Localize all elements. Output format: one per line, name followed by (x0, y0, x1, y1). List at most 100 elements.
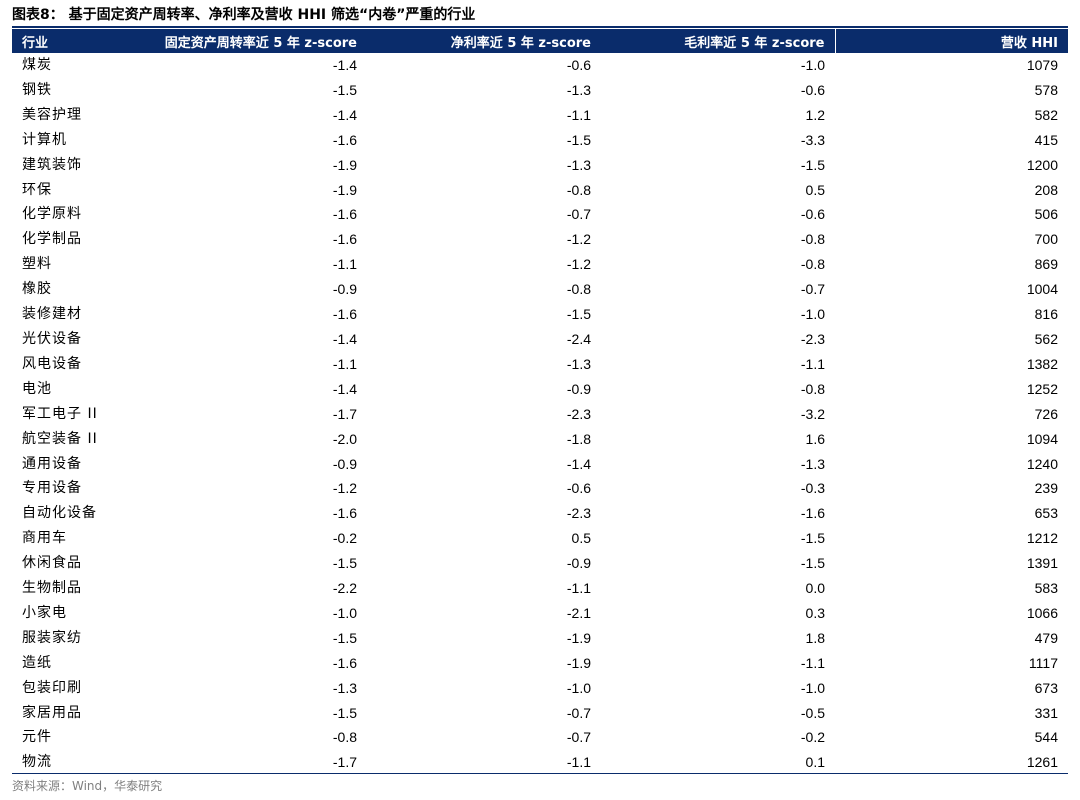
industry-cell: 光伏设备 (22, 330, 82, 347)
net-margin-cell: -0.7 (566, 704, 591, 721)
revenue-hhi-cell: 1004 (1026, 281, 1058, 298)
revenue-hhi-cell: 582 (1034, 106, 1058, 123)
table-row: 包装印刷 -1.3 -1.0 -1.0 673 (12, 676, 1068, 701)
table-row: 煤炭 -1.4 -0.6 -1.0 1079 (12, 53, 1068, 78)
net-margin-cell: -0.6 (566, 480, 591, 497)
industry-cell: 风电设备 (22, 355, 82, 372)
gross-margin-cell: -1.1 (800, 654, 825, 671)
industry-cell: 化学制品 (22, 231, 82, 248)
gross-margin-cell: -0.2 (800, 729, 825, 746)
revenue-hhi-cell: 726 (1034, 405, 1058, 422)
industry-cell: 物流 (22, 754, 52, 771)
industry-cell: 建筑装饰 (22, 156, 82, 173)
gross-margin-cell: -1.1 (800, 355, 825, 372)
table-row: 化学原料 -1.6 -0.7 -0.6 506 (12, 202, 1068, 227)
industry-cell: 塑料 (22, 256, 52, 273)
fixed-asset-turnover-cell: -1.6 (332, 131, 357, 148)
net-margin-cell: -0.8 (566, 281, 591, 298)
table-row: 航空装备 II -2.0 -1.8 1.6 1094 (12, 427, 1068, 452)
revenue-hhi-cell: 869 (1034, 256, 1058, 273)
revenue-hhi-cell: 1066 (1026, 604, 1058, 621)
table-row: 休闲食品 -1.5 -0.9 -1.5 1391 (12, 551, 1068, 576)
table-row: 生物制品 -2.2 -1.1 0.0 583 (12, 576, 1068, 601)
net-margin-cell: -1.4 (566, 455, 591, 472)
revenue-hhi-cell: 1382 (1026, 355, 1058, 372)
header-fixed-asset-turnover: 固定资产周转率近 5 年 z-score (132, 29, 367, 53)
table-row: 美容护理 -1.4 -1.1 1.2 582 (12, 103, 1068, 128)
table-header-row: 行业 固定资产周转率近 5 年 z-score 净利率近 5 年 z-score… (12, 29, 1068, 53)
table-row: 小家电 -1.0 -2.1 0.3 1066 (12, 601, 1068, 626)
table-row: 自动化设备 -1.6 -2.3 -1.6 653 (12, 501, 1068, 526)
revenue-hhi-cell: 1117 (1028, 654, 1058, 671)
revenue-hhi-cell: 239 (1034, 480, 1058, 497)
gross-margin-cell: 1.6 (805, 430, 825, 447)
table-row: 电池 -1.4 -0.9 -0.8 1252 (12, 377, 1068, 402)
industry-cell: 美容护理 (22, 106, 82, 123)
industry-cell: 钢铁 (22, 81, 52, 98)
industry-cell: 通用设备 (22, 455, 82, 472)
fixed-asset-turnover-cell: -0.9 (332, 281, 357, 298)
fixed-asset-turnover-cell: -1.2 (332, 480, 357, 497)
fixed-asset-turnover-cell: -1.7 (332, 405, 357, 422)
net-margin-cell: -0.7 (566, 206, 591, 223)
net-margin-cell: -1.5 (566, 131, 591, 148)
revenue-hhi-cell: 544 (1034, 729, 1058, 746)
gross-margin-cell: -1.0 (800, 57, 825, 73)
fixed-asset-turnover-cell: -1.5 (332, 704, 357, 721)
revenue-hhi-cell: 1079 (1026, 57, 1058, 73)
revenue-hhi-cell: 578 (1034, 81, 1058, 98)
revenue-hhi-cell: 1261 (1026, 754, 1058, 771)
revenue-hhi-cell: 1391 (1026, 555, 1058, 572)
revenue-hhi-cell: 208 (1034, 181, 1058, 198)
net-margin-cell: -2.4 (566, 330, 591, 347)
industry-cell: 生物制品 (22, 580, 82, 597)
header-gross-margin: 毛利率近 5 年 z-score (601, 29, 836, 53)
gross-margin-cell: -0.8 (800, 380, 825, 397)
industry-cell: 计算机 (22, 131, 67, 148)
fixed-asset-turnover-cell: -1.7 (332, 754, 357, 771)
fixed-asset-turnover-cell: -1.6 (332, 654, 357, 671)
table-row: 家居用品 -1.5 -0.7 -0.5 331 (12, 701, 1068, 726)
industry-cell: 橡胶 (22, 281, 52, 298)
table-row: 专用设备 -1.2 -0.6 -0.3 239 (12, 476, 1068, 501)
industry-cell: 造纸 (22, 654, 52, 671)
gross-margin-cell: -0.6 (800, 81, 825, 98)
industry-cell: 商用车 (22, 530, 67, 547)
net-margin-cell: -1.8 (566, 430, 591, 447)
net-margin-cell: -1.3 (566, 81, 591, 98)
industry-cell: 环保 (22, 181, 52, 198)
table-row: 造纸 -1.6 -1.9 -1.1 1117 (12, 651, 1068, 676)
header-industry: 行业 (12, 29, 132, 53)
table-row: 橡胶 -0.9 -0.8 -0.7 1004 (12, 277, 1068, 302)
net-margin-cell: -1.1 (566, 580, 591, 597)
net-margin-cell: -1.3 (566, 355, 591, 372)
net-margin-cell: -0.9 (566, 555, 591, 572)
revenue-hhi-cell: 562 (1034, 330, 1058, 347)
gross-margin-cell: -1.5 (800, 156, 825, 173)
fixed-asset-turnover-cell: -2.0 (332, 430, 357, 447)
table-row: 装修建材 -1.6 -1.5 -1.0 816 (12, 302, 1068, 327)
gross-margin-cell: -2.3 (800, 330, 825, 347)
revenue-hhi-cell: 583 (1034, 580, 1058, 597)
fixed-asset-turnover-cell: -1.1 (332, 256, 357, 273)
table-row: 钢铁 -1.5 -1.3 -0.6 578 (12, 78, 1068, 103)
fixed-asset-turnover-cell: -1.9 (332, 156, 357, 173)
net-margin-cell: -1.3 (566, 156, 591, 173)
industry-cell: 包装印刷 (22, 679, 82, 696)
net-margin-cell: -1.2 (566, 231, 591, 248)
gross-margin-cell: -0.7 (800, 281, 825, 298)
industry-cell: 休闲食品 (22, 555, 82, 572)
revenue-hhi-cell: 1212 (1026, 530, 1058, 547)
table-body: 煤炭 -1.4 -0.6 -1.0 1079 钢铁 -1.5 -1.3 -0.6 578 美容护理 -… (12, 53, 1068, 775)
title-rule (12, 26, 1068, 28)
fixed-asset-turnover-cell: -1.4 (332, 330, 357, 347)
gross-margin-cell: -0.8 (800, 256, 825, 273)
gross-margin-cell: -1.6 (800, 505, 825, 522)
table-row: 元件 -0.8 -0.7 -0.2 544 (12, 725, 1068, 750)
table-row: 风电设备 -1.1 -1.3 -1.1 1382 (12, 352, 1068, 377)
net-margin-cell: -0.9 (566, 380, 591, 397)
gross-margin-cell: -1.3 (800, 455, 825, 472)
industry-cell: 元件 (22, 729, 52, 746)
table-row: 环保 -1.9 -0.8 0.5 208 (12, 178, 1068, 203)
gross-margin-cell: 1.8 (805, 629, 825, 646)
